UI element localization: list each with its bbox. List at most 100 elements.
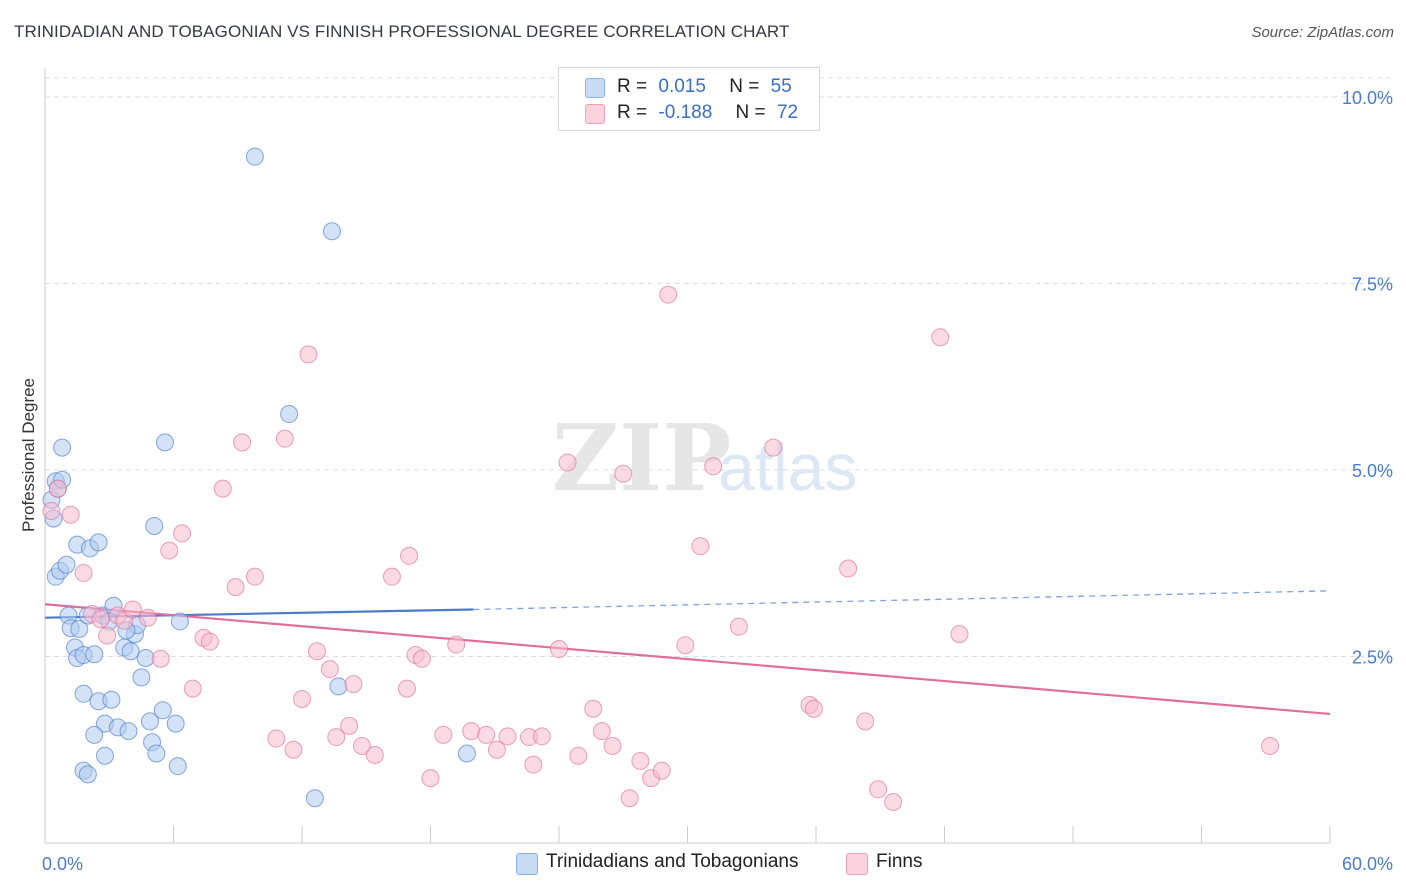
data-point-finn (307, 642, 326, 661)
data-point-trinidadian (166, 714, 185, 733)
data-point-trinidadian (280, 405, 299, 424)
data-point-trinidadian (85, 645, 104, 664)
data-point-trinidadian (168, 757, 187, 776)
data-point-finn (839, 559, 858, 578)
source-label[interactable]: Source: ZipAtlas.com (1251, 24, 1394, 41)
data-point-finn (659, 285, 678, 304)
data-point-finn (61, 505, 80, 524)
data-point-finn (160, 541, 179, 560)
data-point-finn (631, 751, 650, 770)
data-point-finn (764, 438, 783, 457)
data-point-trinidadian (136, 648, 155, 667)
data-point-finn (320, 660, 339, 679)
data-point-trinidadian (457, 744, 476, 763)
data-point-finn (869, 780, 888, 799)
correlation-legend: R = 0.015 N = 55 R = -0.188 N = 72 (558, 67, 820, 131)
data-point-finn (1261, 737, 1280, 756)
watermark-atlas: atlas (718, 430, 857, 504)
data-point-finn (138, 608, 157, 627)
data-point-finn (365, 745, 384, 764)
chart-title: TRINIDADIAN AND TOBAGONIAN VS FINNISH PR… (14, 22, 790, 41)
data-point-finn (691, 537, 710, 556)
legend-swatch-blue (585, 78, 605, 98)
data-point-finn (267, 729, 286, 748)
legend-r-value: 0.015 (658, 76, 706, 97)
y-tick-label: 10.0% (1342, 88, 1393, 108)
data-point-finn (550, 640, 568, 659)
data-point-finn (275, 429, 294, 448)
data-point-finn (340, 716, 359, 735)
data-point-trinidadian (95, 746, 114, 765)
data-point-finn (245, 567, 264, 586)
data-point-finn (344, 675, 363, 694)
data-point-finn (704, 457, 723, 476)
data-point-finn (856, 712, 875, 731)
legend-n-label: N = (735, 102, 766, 123)
data-point-finn (213, 479, 232, 498)
data-point-finn (400, 546, 419, 565)
bottom-legend-label: Finns (876, 851, 923, 872)
data-point-finn (614, 464, 633, 483)
watermark-zip: ZIP (552, 404, 731, 512)
data-point-finn (98, 626, 117, 645)
data-point-trinidadian (329, 677, 348, 696)
data-point-finn (931, 328, 950, 347)
legend-n-value: 72 (776, 102, 799, 123)
y-axis-label: Professional Degree (19, 378, 38, 532)
y-tick-label: 7.5% (1352, 275, 1393, 295)
data-point-finn (421, 769, 440, 788)
trend-line-extension (473, 590, 1331, 611)
data-point-finn (123, 600, 142, 619)
data-point-trinidadian (119, 722, 138, 741)
data-point-finn (42, 502, 61, 521)
bottom-legend-label: Trinidadians and Tobagonians (546, 851, 799, 872)
data-points (42, 147, 1280, 811)
data-point-trinidadian (74, 684, 93, 703)
data-point-trinidadian (147, 744, 166, 763)
data-point-finn (397, 679, 416, 698)
data-point-finn (950, 625, 969, 644)
data-point-trinidadian (245, 147, 264, 166)
data-point-finn (447, 635, 466, 654)
x-tick-label: 0.0% (42, 854, 83, 874)
data-point-finn (233, 433, 252, 452)
data-point-finn (352, 737, 371, 756)
data-point-finn (382, 567, 401, 586)
data-point-finn (592, 722, 611, 741)
data-point-finn (284, 740, 303, 759)
data-point-finn (620, 789, 639, 808)
data-point-finn (477, 725, 496, 744)
data-point-finn (200, 632, 219, 651)
data-point-finn (462, 722, 481, 741)
data-point-finn (676, 636, 695, 655)
data-point-finn (498, 727, 517, 746)
data-point-finn (299, 345, 318, 364)
axes (44, 68, 1331, 844)
data-point-finn (151, 649, 170, 668)
trend-line-finn (44, 603, 1331, 716)
data-point-trinidadian (85, 725, 104, 744)
data-point-trinidadian (153, 701, 172, 720)
data-point-trinidadian (121, 642, 140, 661)
data-point-finn (293, 690, 311, 709)
y-tick-label: 5.0% (1352, 461, 1393, 481)
data-point-finn (729, 617, 748, 636)
data-point-trinidadian (89, 533, 108, 552)
legend-n-value: 55 (770, 76, 792, 97)
legend-n-label: N = (729, 76, 760, 97)
data-point-finn (804, 699, 823, 718)
y-tick-label: 2.5% (1352, 648, 1393, 668)
bottom-legend-swatch-pink (846, 853, 868, 875)
data-point-finn (584, 699, 603, 718)
data-point-finn (532, 727, 551, 746)
data-point-trinidadian (132, 668, 151, 687)
data-point-finn (558, 453, 577, 472)
data-point-trinidadian (305, 789, 324, 808)
data-point-finn (569, 746, 588, 765)
data-point-finn (91, 610, 110, 629)
legend-r-label: R = (617, 102, 648, 123)
data-point-trinidadian (78, 765, 97, 784)
data-point-trinidadian (140, 712, 159, 731)
data-point-finn (226, 578, 245, 597)
bottom-legend-swatch-blue (516, 853, 538, 875)
